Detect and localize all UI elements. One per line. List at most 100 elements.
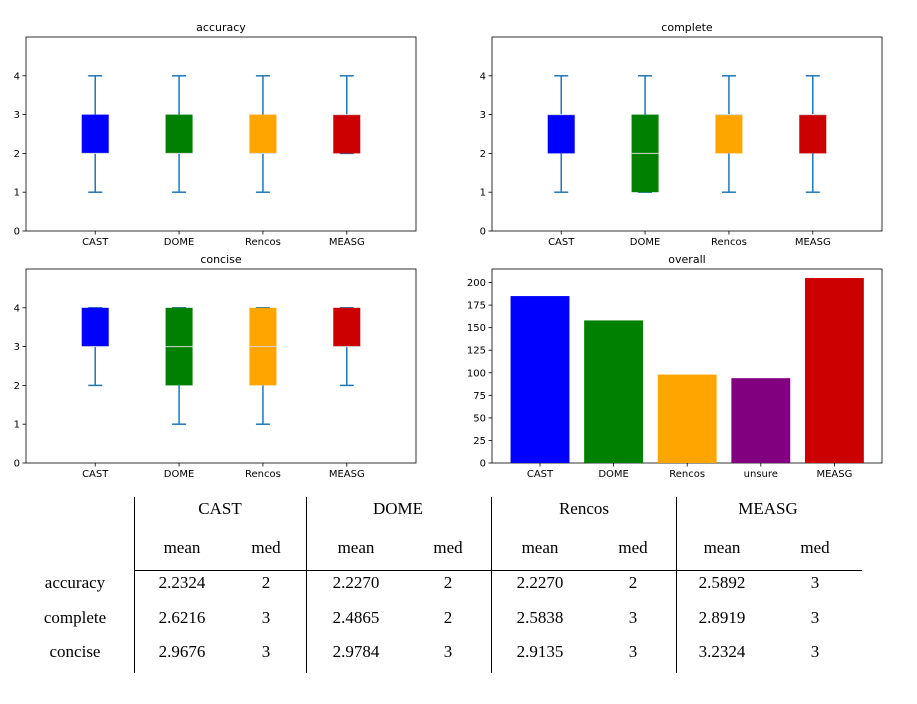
charts-figure: accuracy 0 1 2 3 4 CAST DOME Rencos MEASG complete… <box>14 21 883 480</box>
table-cell: 2.2270 <box>516 573 564 592</box>
table-cell: 2 <box>628 573 638 592</box>
x-tick-label: Rencos <box>669 469 705 480</box>
subheader: med <box>251 538 281 557</box>
x-tick-label: MEASG <box>816 469 852 480</box>
box-MEASG <box>333 307 361 347</box>
chart-title: overall <box>668 253 705 266</box>
subheader: med <box>433 538 463 557</box>
subheader: mean <box>521 538 559 557</box>
table-cell: 2.2270 <box>332 573 380 592</box>
x-tick-label: DOME <box>630 237 661 248</box>
row-label: accuracy <box>44 573 106 592</box>
header-rule <box>134 570 862 571</box>
subheader: mean <box>703 538 741 557</box>
y-tick-label: 175 <box>467 301 486 312</box>
table-cell: 3 <box>261 608 271 627</box>
plot-frame <box>25 268 417 464</box>
group-header: DOME <box>372 499 424 518</box>
x-tick-label: Rencos <box>245 469 281 480</box>
bar-MEASG <box>804 278 864 463</box>
table-cell: 2.8919 <box>698 608 746 627</box>
y-tick-label: 1 <box>14 420 20 431</box>
x-tick-label: Rencos <box>711 237 747 248</box>
box-MEASG <box>333 114 361 154</box>
chart-overall <box>488 268 883 467</box>
row-label: concise <box>49 642 101 661</box>
group-header: CAST <box>198 499 242 518</box>
bar-CAST <box>510 296 570 463</box>
box-CAST <box>81 114 109 154</box>
table-cell: 3 <box>628 608 638 627</box>
table-cell: 3 <box>810 608 820 627</box>
x-tick-label: MEASG <box>329 237 365 248</box>
column-separator <box>491 497 492 673</box>
table-cell: 3.2324 <box>698 642 746 661</box>
plot-frame <box>25 36 417 232</box>
x-tick-label: MEASG <box>795 237 831 248</box>
table-cell: 2.5838 <box>516 608 564 627</box>
table-cell: 2.6216 <box>158 608 206 627</box>
y-tick-label: 200 <box>467 278 486 289</box>
x-tick-label: DOME <box>164 237 195 248</box>
box-DOME <box>165 114 193 154</box>
subheader: med <box>800 538 830 557</box>
y-tick-label: 75 <box>473 391 486 402</box>
y-tick-label: 0 <box>14 227 20 238</box>
x-tick-label: MEASG <box>329 469 365 480</box>
chart-title: concise <box>200 253 242 266</box>
table-cell: 2.2324 <box>158 573 206 592</box>
row-label: complete <box>43 608 107 627</box>
y-tick-label: 3 <box>480 110 486 121</box>
box-CAST <box>81 307 109 347</box>
x-tick-label: DOME <box>598 469 629 480</box>
box-MEASG <box>799 114 827 154</box>
y-tick-label: 125 <box>467 346 486 357</box>
table-cell: 2.9784 <box>332 642 380 661</box>
subheader: mean <box>337 538 375 557</box>
y-tick-label: 2 <box>14 381 20 392</box>
chart-title: complete <box>661 21 713 34</box>
y-tick-label: 0 <box>14 459 20 470</box>
group-header: Rencos <box>558 499 610 518</box>
table-cell: 3 <box>628 642 638 661</box>
table-cell: 3 <box>810 573 820 592</box>
table-cell: 3 <box>810 642 820 661</box>
table-cell: 2 <box>443 573 453 592</box>
table-cell: 2.9135 <box>516 642 564 661</box>
table-cell: 2.5892 <box>698 573 746 592</box>
x-tick-label: CAST <box>548 237 575 248</box>
y-tick-label: 150 <box>467 323 486 334</box>
bar-unsure <box>731 378 791 463</box>
y-tick-label: 2 <box>480 149 486 160</box>
subheader: med <box>618 538 648 557</box>
y-tick-label: 0 <box>480 227 486 238</box>
x-tick-label: CAST <box>82 469 109 480</box>
y-tick-label: 25 <box>473 436 486 447</box>
y-tick-label: 4 <box>14 71 20 82</box>
chart-title: accuracy <box>196 21 246 34</box>
box-Rencos <box>715 114 743 154</box>
plot-frame <box>491 36 883 232</box>
results-table: CAST DOME Rencos MEASG mean med mean med mean med… <box>0 490 917 704</box>
y-tick-label: 1 <box>14 188 20 199</box>
chart-accuracy <box>22 36 417 235</box>
column-separator <box>676 497 677 673</box>
x-tick-label: unsure <box>744 469 778 480</box>
bar-Rencos <box>657 374 717 463</box>
chart-concise <box>22 268 417 467</box>
table-cell: 2.4865 <box>332 608 380 627</box>
y-tick-label: 100 <box>467 368 486 379</box>
chart-complete <box>488 36 883 235</box>
table-cell: 3 <box>443 642 453 661</box>
table-cell: 3 <box>261 642 271 661</box>
box-CAST <box>547 114 575 154</box>
x-tick-label: Rencos <box>245 237 281 248</box>
bar-DOME <box>584 320 644 463</box>
table-cell: 2.9676 <box>158 642 206 661</box>
y-tick-label: 2 <box>14 149 20 160</box>
table-cell: 2 <box>443 608 453 627</box>
y-tick-label: 3 <box>14 342 20 353</box>
y-tick-label: 4 <box>480 71 486 82</box>
y-tick-label: 1 <box>480 188 486 199</box>
column-separator <box>134 497 135 673</box>
